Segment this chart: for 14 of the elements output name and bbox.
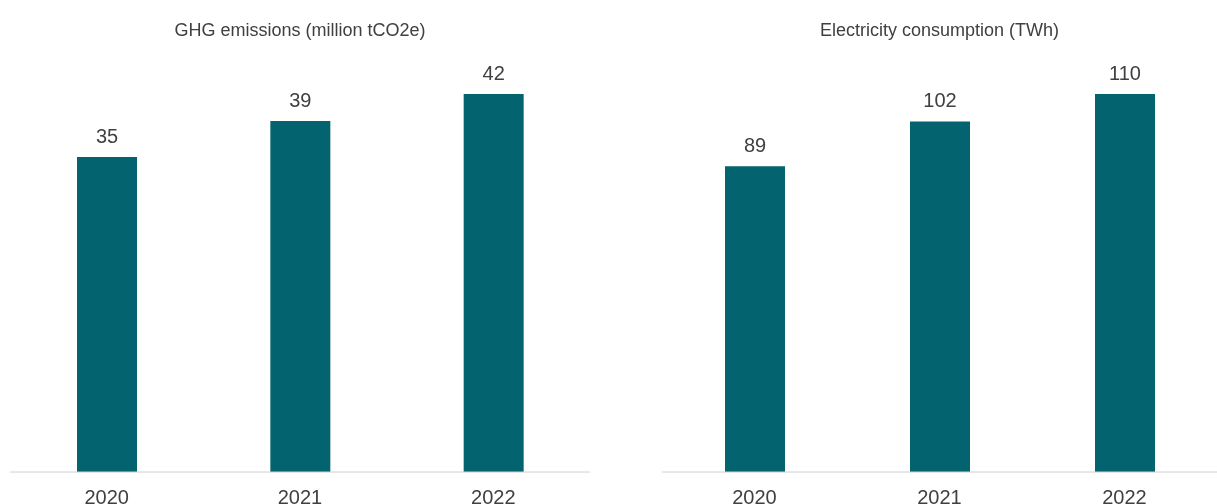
data-label: 110 (1109, 62, 1141, 84)
x-tick-label: 2020 (732, 486, 777, 504)
x-tick-label: 2021 (917, 486, 962, 504)
chart-title: Electricity consumption (TWh) (818, 20, 1061, 41)
x-tick-label: 2021 (277, 486, 323, 504)
data-label: 35 (95, 125, 119, 147)
x-tick-label: 2022 (1102, 486, 1147, 504)
x-tick-label: 2020 (84, 486, 129, 504)
x-tick-label: 2022 (471, 486, 516, 504)
data-label: 39 (289, 89, 312, 111)
data-label: 102 (923, 89, 957, 112)
chart-title: GHG emissions (million tCO2e) (173, 20, 427, 41)
data-label: 42 (482, 62, 505, 84)
data-label: 89 (743, 134, 767, 157)
